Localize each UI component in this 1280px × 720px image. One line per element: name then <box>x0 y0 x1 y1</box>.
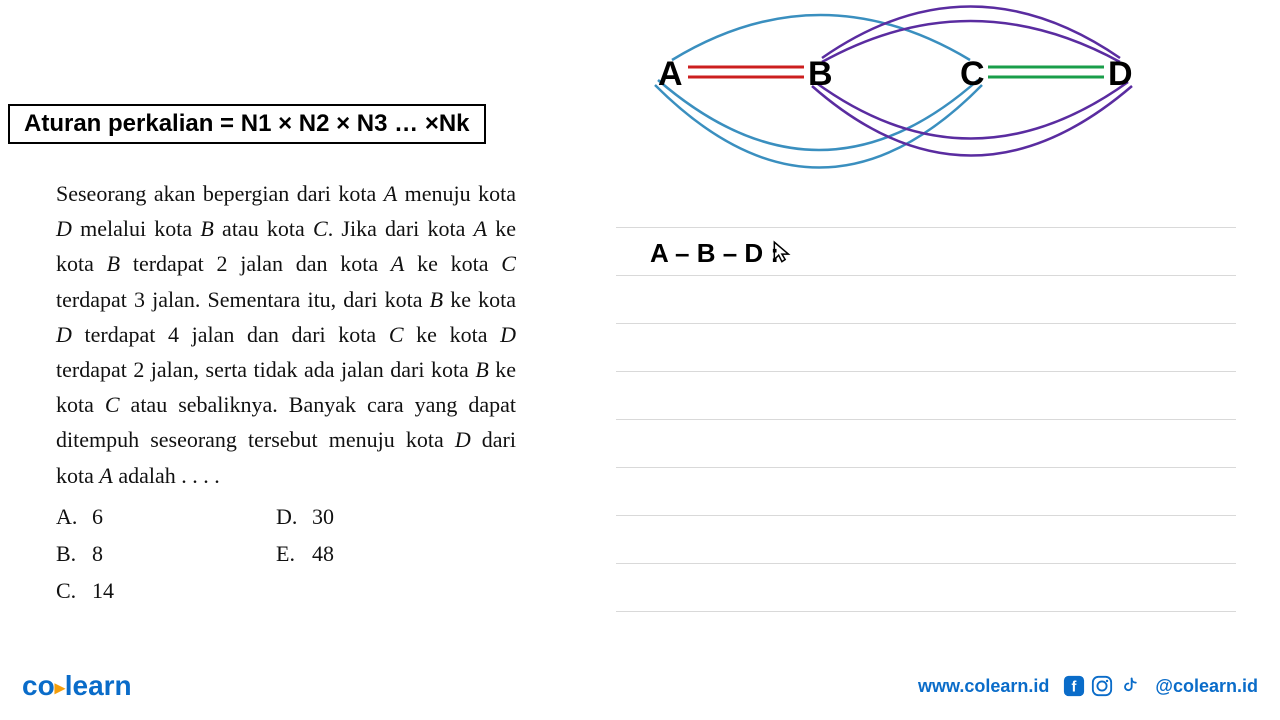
note-line <box>616 420 1236 468</box>
arc-b-d <box>822 7 1120 59</box>
brand-logo: co▸learn <box>22 670 132 702</box>
note-line <box>616 372 1236 420</box>
footer-right: www.colearn.id f @colearn.id <box>918 675 1258 697</box>
handwritten-note: A – B – D : <box>650 238 779 269</box>
notes-area: A – B – D : <box>616 180 1236 612</box>
social-icons: f <box>1063 675 1141 697</box>
tiktok-icon <box>1119 675 1141 697</box>
footer: co▸learn www.colearn.id f @colearn.id <box>22 670 1258 702</box>
logo-dot-icon: ▸ <box>55 677 65 699</box>
route-diagram: A B C D <box>600 0 1160 180</box>
cursor-icon <box>770 240 796 266</box>
choice-d: D. 30 <box>276 499 496 534</box>
footer-handle: @colearn.id <box>1155 676 1258 697</box>
answer-choices: A. 6 D. 30 B. 8 E. 48 C. 14 <box>56 499 516 609</box>
svg-text:f: f <box>1072 680 1077 696</box>
facebook-icon: f <box>1063 675 1085 697</box>
choice-e: E. 48 <box>276 536 496 571</box>
arc-a-c <box>655 85 982 168</box>
choice-b: B. 8 <box>56 536 276 571</box>
question-text: Seseorang akan bepergian dari kota A men… <box>56 176 516 493</box>
note-line <box>616 516 1236 564</box>
choice-c: C. 14 <box>56 573 276 608</box>
note-line <box>616 564 1236 612</box>
footer-url: www.colearn.id <box>918 676 1049 697</box>
note-line <box>616 276 1236 324</box>
question-block: Seseorang akan bepergian dari kota A men… <box>56 176 516 608</box>
node-a-label: A <box>658 55 683 93</box>
choice-a: A. 6 <box>56 499 276 534</box>
formula-box: Aturan perkalian = N1 × N2 × N3 … ×Nk <box>8 104 486 144</box>
node-b-label: B <box>808 55 833 93</box>
note-line <box>616 180 1236 228</box>
formula-text: Aturan perkalian = N1 × N2 × N3 … ×Nk <box>24 110 470 137</box>
node-c-label: C <box>960 55 985 93</box>
node-d-label: D <box>1108 55 1133 93</box>
instagram-icon <box>1091 675 1113 697</box>
note-line <box>616 468 1236 516</box>
arc-a-c <box>672 15 970 60</box>
note-line <box>616 324 1236 372</box>
